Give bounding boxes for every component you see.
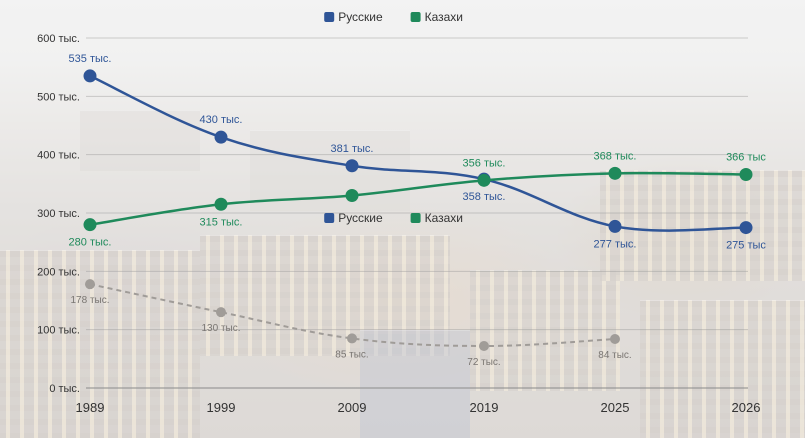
data-point xyxy=(83,69,97,83)
x-tick-label: 2025 xyxy=(601,400,630,415)
x-tick-label: 2019 xyxy=(470,400,499,415)
legend-swatch xyxy=(410,213,421,223)
data-labels: 178 тыс. 130 тыс. 85 тыс. 72 тыс. 84 тыс. 535… xyxy=(69,53,767,368)
background-building xyxy=(640,300,805,438)
data-point xyxy=(608,166,622,180)
data-point xyxy=(214,197,228,211)
data-point xyxy=(479,341,489,351)
x-tick-label: 1999 xyxy=(207,400,236,415)
y-tick-label: 400 тыс. xyxy=(37,150,80,162)
data-label: 275 тыс xyxy=(726,240,766,252)
data-point xyxy=(345,189,359,202)
background-building xyxy=(600,170,805,281)
data-point xyxy=(216,307,226,318)
data-label: 358 тыс. xyxy=(463,191,506,203)
y-axis-ticks: 0 тыс. 100 тыс. 200 тыс. 300 тыс. 400 тыс. 50… xyxy=(37,33,80,395)
data-point xyxy=(83,218,97,232)
data-label: 130 тыс. xyxy=(201,323,240,334)
data-label: 368 тыс. xyxy=(594,150,637,162)
legend-top: Русские Казахи xyxy=(324,10,463,24)
data-point xyxy=(739,168,753,181)
data-point xyxy=(610,334,620,344)
background-building xyxy=(470,270,620,391)
data-label: 381 тыс. xyxy=(331,143,374,155)
data-label: 280 тыс. xyxy=(69,237,112,249)
x-tick-label: 2026 xyxy=(732,400,761,415)
data-label: 535 тыс. xyxy=(69,53,112,65)
background-building xyxy=(200,235,450,356)
x-tick-label: 2009 xyxy=(338,400,367,415)
series-lines xyxy=(83,69,753,351)
y-tick-label: 100 тыс. xyxy=(37,325,80,337)
y-tick-label: 600 тыс. xyxy=(37,33,80,45)
data-point xyxy=(345,159,359,173)
y-tick-label: 300 тыс. xyxy=(37,208,80,220)
legend-swatch xyxy=(324,12,335,22)
data-label: 84 тыс. xyxy=(598,350,631,361)
y-tick-label: 0 тыс. xyxy=(49,383,80,395)
data-label: 315 тыс. xyxy=(200,216,243,228)
series-line xyxy=(89,74,747,232)
y-tick-label: 200 тыс. xyxy=(37,266,80,278)
data-label: 430 тыс. xyxy=(200,114,243,126)
legend-center: Русские Казахи xyxy=(324,211,463,225)
data-point xyxy=(85,279,95,290)
x-tick-label: 1989 xyxy=(76,400,105,415)
data-point xyxy=(477,173,491,187)
data-label: 85 тыс. xyxy=(335,349,368,360)
series-line-gray xyxy=(89,283,616,348)
legend-swatch xyxy=(324,213,335,223)
y-tick-label: 500 тыс. xyxy=(37,91,80,103)
background-building xyxy=(360,330,470,438)
series-line xyxy=(89,171,747,226)
legend-label: Казахи xyxy=(425,10,463,24)
x-axis-ticks: 1989 1999 2009 2019 2025 2026 xyxy=(76,400,761,415)
data-label: 72 тыс. xyxy=(467,357,500,368)
legend-label: Русские xyxy=(338,10,383,24)
data-point xyxy=(214,130,228,144)
data-label: 366 тыс xyxy=(726,152,766,164)
legend-label: Казахи xyxy=(425,211,463,225)
data-point xyxy=(347,333,357,344)
background-building xyxy=(0,250,200,438)
grid-lines xyxy=(86,37,748,389)
data-label: 178 тыс. xyxy=(70,295,109,306)
data-label: 356 тыс. xyxy=(463,157,506,169)
data-point xyxy=(608,219,622,233)
legend-label: Русские xyxy=(338,211,383,225)
legend-swatch xyxy=(410,12,421,22)
data-point xyxy=(739,221,753,235)
data-label: 277 тыс. xyxy=(594,238,637,250)
